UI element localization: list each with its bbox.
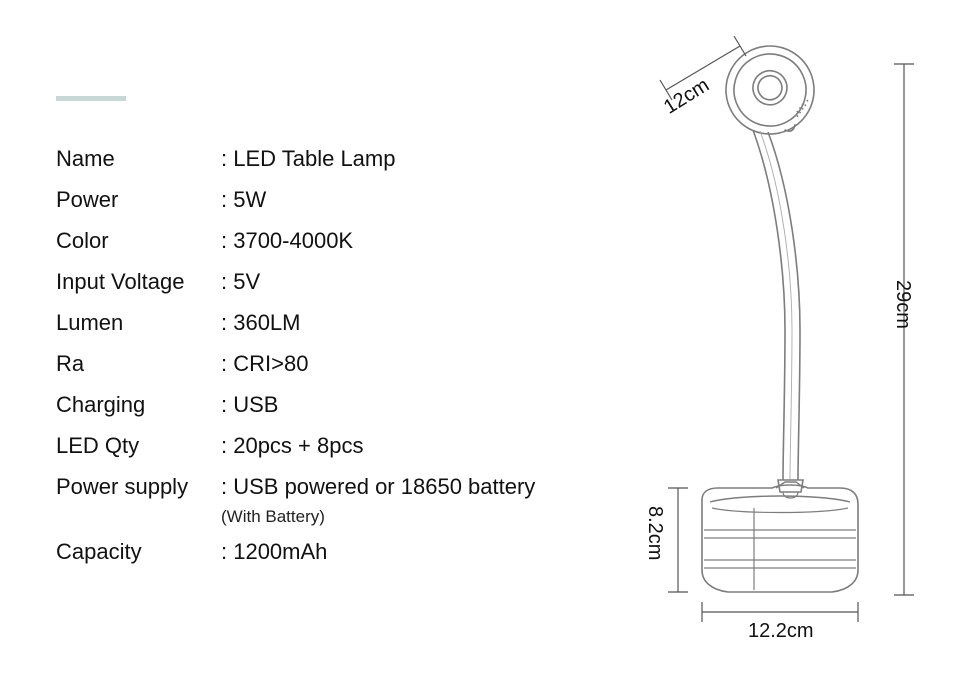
spec-value: : CRI>80 xyxy=(221,347,576,380)
spec-value: : 3700-4000K xyxy=(221,224,576,257)
spec-row: Lumen: 360LM xyxy=(56,306,576,339)
dim-base-height: 8.2cm xyxy=(643,506,666,560)
product-diagram: 12cm 29cm 8.2cm 12.2cm xyxy=(600,30,940,670)
spec-row: Name: LED Table Lamp xyxy=(56,142,576,175)
spec-value: : USB powered or 18650 battery xyxy=(221,470,576,503)
spec-label: Lumen xyxy=(56,306,221,339)
spec-label: Capacity xyxy=(56,535,221,568)
spec-label: Ra xyxy=(56,347,221,380)
spec-value: : LED Table Lamp xyxy=(221,142,576,175)
spec-row: Capacity: 1200mAh xyxy=(56,535,576,568)
spec-label: Name xyxy=(56,142,221,175)
spec-label: Power xyxy=(56,183,221,216)
spec-value: : 360LM xyxy=(221,306,576,339)
spec-value: : 20pcs + 8pcs xyxy=(221,429,576,462)
dim-base-width: 12.2cm xyxy=(748,620,814,643)
spec-row: Power: 5W xyxy=(56,183,576,216)
spec-label: LED Qty xyxy=(56,429,221,462)
accent-bar xyxy=(56,96,126,101)
spec-row: Charging: USB xyxy=(56,388,576,421)
spec-value: : 1200mAh xyxy=(221,535,576,568)
spec-row: LED Qty: 20pcs + 8pcs xyxy=(56,429,576,462)
spec-label: Color xyxy=(56,224,221,257)
spec-table: Name: LED Table LampPower: 5WColor: 3700… xyxy=(56,142,576,576)
spec-row: Input Voltage: 5V xyxy=(56,265,576,298)
spec-row: Power supply: USB powered or 18650 batte… xyxy=(56,470,576,503)
spec-value: : 5V xyxy=(221,265,576,298)
spec-value: : USB xyxy=(221,388,576,421)
dim-full-height: 29cm xyxy=(891,280,914,329)
spec-row: Color: 3700-4000K xyxy=(56,224,576,257)
spec-label: Input Voltage xyxy=(56,265,221,298)
spec-label: Power supply xyxy=(56,470,221,503)
spec-label: Charging xyxy=(56,388,221,421)
lamp-svg xyxy=(600,30,940,670)
spec-value: : 5W xyxy=(221,183,576,216)
spec-subvalue: (With Battery) xyxy=(221,507,576,527)
spec-row: Ra: CRI>80 xyxy=(56,347,576,380)
